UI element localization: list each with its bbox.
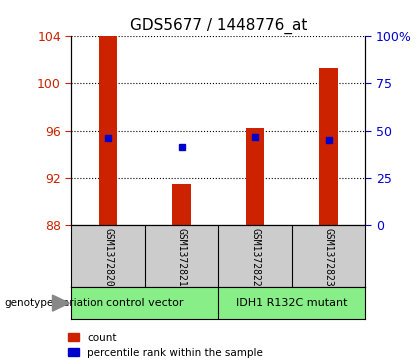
Bar	[99, 36, 117, 225]
Legend: count, percentile rank within the sample: count, percentile rank within the sample	[68, 333, 263, 358]
Text: GSM1372820: GSM1372820	[103, 228, 113, 287]
Bar	[246, 128, 264, 225]
Text: genotype/variation: genotype/variation	[4, 298, 103, 308]
Text: GSM1372821: GSM1372821	[177, 228, 186, 287]
Text: control vector: control vector	[106, 298, 184, 308]
Bar	[320, 68, 338, 225]
Bar	[173, 184, 191, 225]
Text: GSM1372823: GSM1372823	[324, 228, 333, 287]
Polygon shape	[52, 295, 69, 311]
Text: IDH1 R132C mutant: IDH1 R132C mutant	[236, 298, 348, 308]
Title: GDS5677 / 1448776_at: GDS5677 / 1448776_at	[130, 17, 307, 33]
Text: GSM1372822: GSM1372822	[250, 228, 260, 287]
